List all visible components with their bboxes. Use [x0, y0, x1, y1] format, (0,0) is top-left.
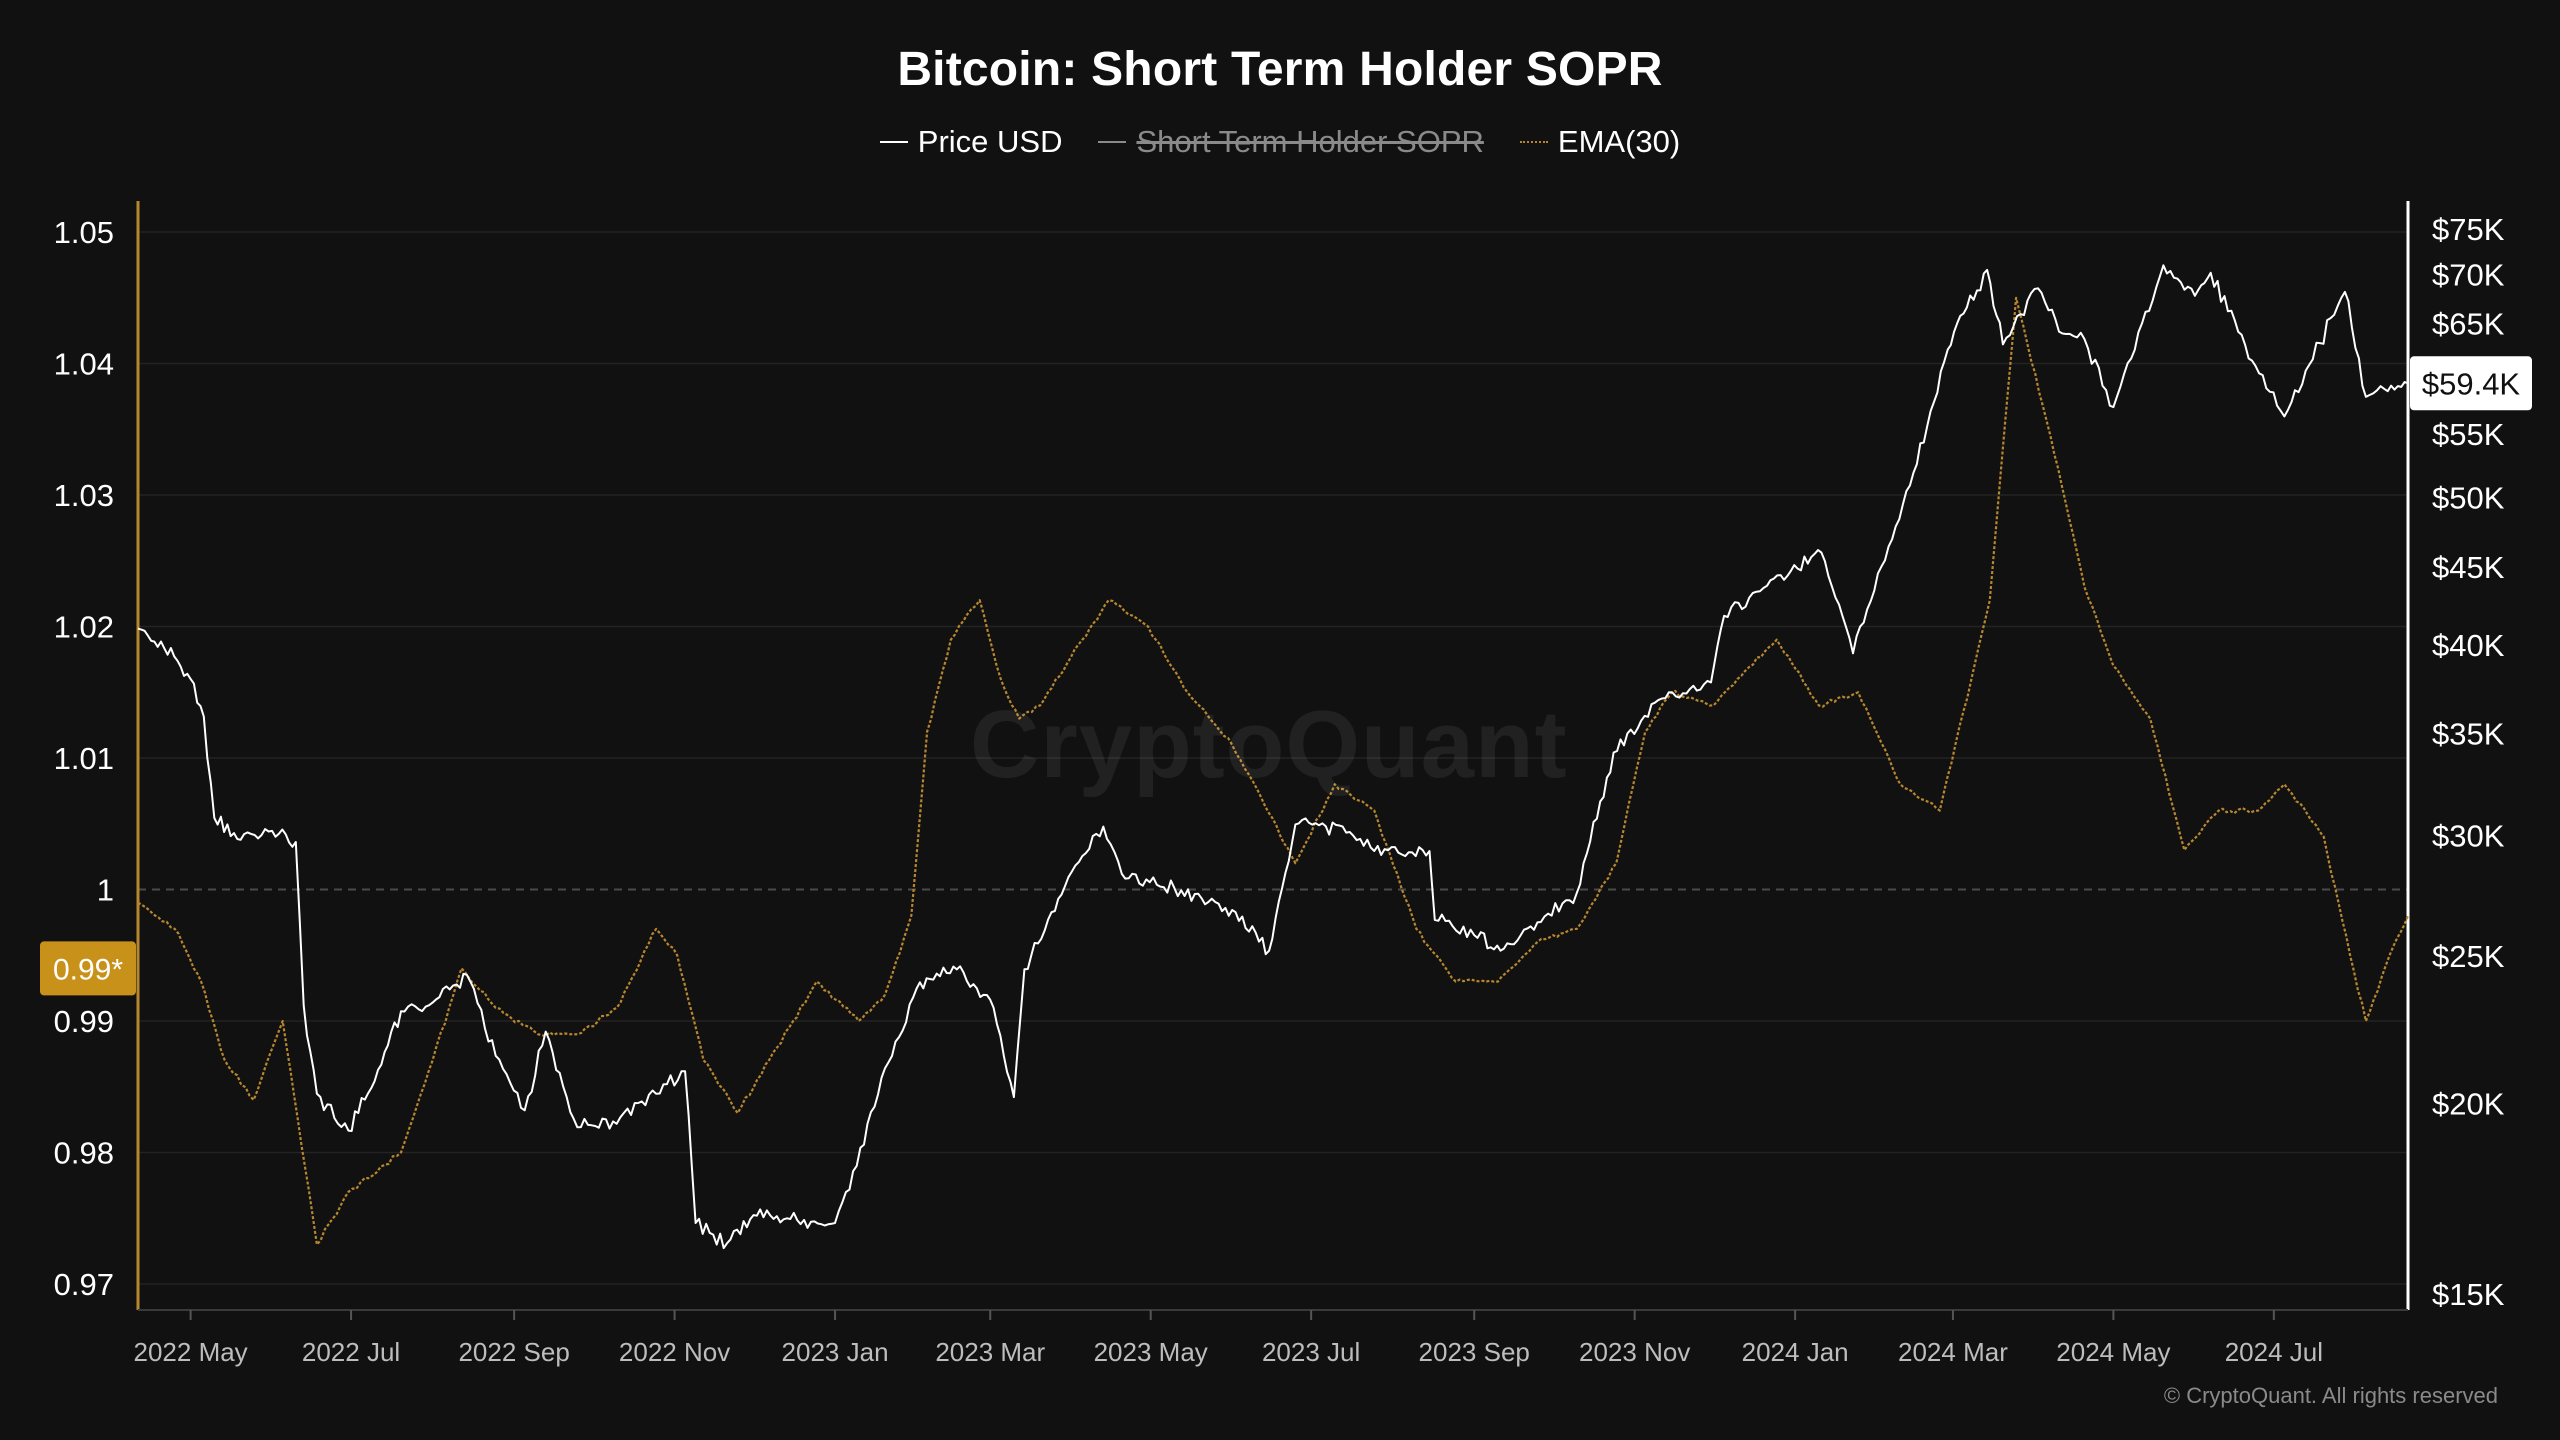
y-right-tick-label: $20K [2432, 1087, 2505, 1122]
series-ema30-line [137, 296, 2410, 1246]
current-sopr-marker-label: 0.99* [53, 953, 123, 986]
x-tick-label: 2023 May [1094, 1337, 1208, 1367]
x-tick-label: 2022 Jul [302, 1337, 400, 1367]
x-tick-label: 2022 Nov [619, 1337, 730, 1367]
legend-item-ema[interactable]: EMA(30) [1519, 124, 1681, 160]
x-tick-label: 2023 Sep [1419, 1337, 1530, 1367]
y-right-tick-label: $75K [2432, 212, 2505, 247]
current-price-marker-label: $59.4K [2422, 366, 2521, 401]
y-left-tick-label: 1.04 [54, 347, 114, 382]
y-left-tick-label: 1.02 [54, 610, 114, 645]
legend: Price USD Short Term Holder SOPR EMA(30) [0, 124, 2560, 160]
legend-swatch-price [879, 141, 908, 143]
legend-label-sopr: Short Term Holder SOPR [1136, 124, 1484, 159]
y-right-tick-label: $45K [2432, 550, 2505, 585]
x-tick-label: 2023 Jan [782, 1337, 889, 1367]
legend-item-sopr[interactable]: Short Term Holder SOPR [1098, 124, 1484, 160]
x-tick-label: 2023 Nov [1579, 1337, 1690, 1367]
legend-swatch-sopr [1098, 141, 1127, 143]
legend-label-ema: EMA(30) [1557, 124, 1681, 159]
legend-label-price: Price USD [917, 124, 1063, 159]
y-left-tick-label: 1.03 [54, 478, 114, 513]
x-tick-label: 2022 May [134, 1337, 248, 1367]
x-tick-label: 2024 Mar [1898, 1337, 2008, 1367]
x-tick-label: 2024 Jul [2225, 1337, 2323, 1367]
current-sopr-marker [40, 941, 136, 996]
y-right-tick-label: $40K [2432, 628, 2505, 663]
y-left-tick-label: 0.98 [54, 1136, 114, 1171]
x-tick-label: 2023 Jul [1262, 1337, 1360, 1367]
x-tick-label: 2022 Sep [458, 1337, 569, 1367]
y-right-tick-label: $65K [2432, 307, 2505, 342]
y-right-tick-label: $50K [2432, 480, 2505, 515]
current-price-marker [2410, 356, 2532, 411]
x-tick-label: 2024 May [2056, 1337, 2170, 1367]
y-left-tick-label: 0.99 [54, 1004, 114, 1039]
x-tick-label: 2024 Jan [1742, 1337, 1849, 1367]
copyright-text: © CryptoQuant. All rights reserved [2163, 1383, 2498, 1408]
y-right-tick-label: $70K [2432, 258, 2505, 293]
y-right-tick-label: $15K [2432, 1277, 2505, 1312]
watermark: CryptoQuant [970, 691, 1568, 798]
legend-swatch-ema [1519, 141, 1548, 143]
y-left-tick-label: 1.01 [54, 741, 114, 776]
y-left-tick-label: 1 [97, 873, 114, 908]
y-right-tick-label: $35K [2432, 716, 2505, 751]
y-right-tick-label: $25K [2432, 939, 2505, 974]
chart-title: Bitcoin: Short Term Holder SOPR [897, 43, 1663, 96]
legend-item-price[interactable]: Price USD [879, 124, 1063, 160]
y-right-tick-label: $55K [2432, 417, 2505, 452]
y-left-tick-label: 1.05 [54, 215, 114, 250]
y-right-tick-label: $30K [2432, 818, 2505, 853]
y-left-tick-label: 0.97 [54, 1267, 114, 1302]
x-tick-label: 2023 Mar [935, 1337, 1045, 1367]
series-price-line [137, 264, 2409, 1250]
